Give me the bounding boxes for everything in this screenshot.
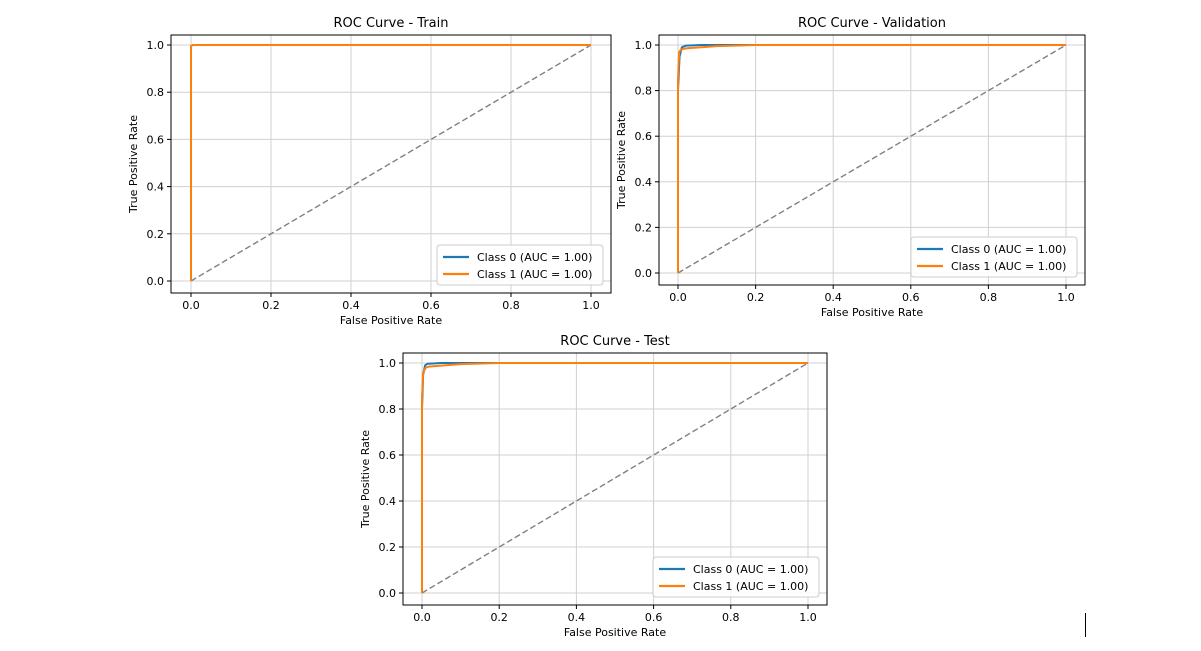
x-tick-label: 0.4 — [568, 611, 586, 624]
legend-label-class-0: Class 0 (AUC = 1.00) — [693, 563, 808, 576]
x-tick-label: 0.6 — [645, 611, 663, 624]
x-axis-label: False Positive Rate — [564, 626, 666, 639]
x-tick-label: 1.0 — [1057, 291, 1075, 304]
series-line-class-1 — [190, 44, 591, 281]
legend-label-class-1: Class 1 (AUC = 1.00) — [693, 580, 808, 593]
y-tick-label: 0.0 — [379, 587, 397, 600]
x-tick-label: 1.0 — [582, 299, 600, 312]
legend-box — [652, 556, 820, 598]
y-tick-label: 1.0 — [379, 357, 397, 370]
y-tick-label: 0.6 — [379, 449, 397, 462]
y-tick-label: 0.8 — [635, 85, 653, 98]
y-tick-label: 0.4 — [379, 495, 397, 508]
legend-label-class-1: Class 1 (AUC = 1.00) — [951, 260, 1066, 273]
legend-box — [436, 244, 604, 286]
y-tick-label: 0.4 — [147, 181, 165, 194]
x-tick-label: 0.8 — [722, 611, 740, 624]
x-tick-label: 1.0 — [799, 611, 817, 624]
y-tick-label: 0.2 — [635, 221, 653, 234]
y-tick-label: 0.8 — [147, 86, 165, 99]
chart-title: ROC Curve - Train — [334, 16, 449, 31]
y-tick-label: 1.0 — [635, 39, 653, 52]
legend-label-class-1: Class 1 (AUC = 1.00) — [477, 268, 592, 281]
legend-label-class-0: Class 0 (AUC = 1.00) — [477, 251, 592, 264]
x-tick-label: 0.0 — [182, 299, 200, 312]
roc-train-chart: 0.0 0.2 0.4 0.6 0.8 1.0 0.0 0.2 0.4 0.6 0.8 1.0 ROC … — [127, 16, 612, 327]
y-tick-label: 0.0 — [147, 275, 165, 288]
y-axis-label: True Positive Rate — [615, 111, 628, 210]
axes-frame — [170, 34, 612, 294]
x-tick-label: 0.2 — [490, 611, 508, 624]
x-tick-label: 0.2 — [262, 299, 280, 312]
y-tick-label: 0.4 — [635, 176, 653, 189]
roc-test-chart: 0.0 0.2 0.4 0.6 0.8 1.0 0.0 0.2 0.4 0.6 0.8 1.0 ROC … — [359, 334, 828, 639]
x-tick-label: 0.8 — [980, 291, 998, 304]
legend-label-class-0: Class 0 (AUC = 1.00) — [951, 243, 1066, 256]
x-tick-label: 0.8 — [502, 299, 520, 312]
y-tick-label: 0.6 — [635, 130, 653, 143]
y-tick-label: 0.2 — [147, 228, 165, 241]
x-axis-label: False Positive Rate — [821, 306, 923, 319]
diagonal-reference-line — [190, 44, 592, 282]
x-axis-label: False Positive Rate — [340, 314, 442, 327]
x-tick-label: 0.0 — [413, 611, 431, 624]
x-tick-label: 0.2 — [747, 291, 765, 304]
y-tick-label: 0.0 — [635, 267, 653, 280]
axes-frame — [658, 34, 1086, 286]
series-line-class-1 — [421, 362, 808, 593]
y-tick-label: 1.0 — [147, 39, 165, 52]
x-tick-label: 0.6 — [902, 291, 920, 304]
text-cursor-mark — [1085, 613, 1086, 637]
y-tick-label: 0.6 — [147, 133, 165, 146]
y-axis-label: True Positive Rate — [127, 115, 140, 214]
roc-validation-chart: 0.0 0.2 0.4 0.6 0.8 1.0 0.0 0.2 0.4 0.6 0.8 1.0 ROC … — [615, 16, 1086, 319]
x-tick-label: 0.0 — [669, 291, 687, 304]
chart-title: ROC Curve - Test — [560, 334, 669, 349]
y-tick-label: 0.8 — [379, 403, 397, 416]
chart-title: ROC Curve - Validation — [798, 16, 946, 31]
y-tick-label: 0.2 — [379, 541, 397, 554]
x-tick-label: 0.4 — [824, 291, 842, 304]
y-axis-label: True Positive Rate — [359, 430, 372, 529]
x-tick-label: 0.6 — [422, 299, 440, 312]
diagonal-reference-line — [421, 362, 809, 594]
x-tick-label: 0.4 — [342, 299, 360, 312]
legend-box — [910, 236, 1078, 278]
series-line-class-1 — [677, 44, 1066, 273]
diagonal-reference-line — [677, 44, 1067, 274]
axes-frame — [402, 352, 828, 606]
